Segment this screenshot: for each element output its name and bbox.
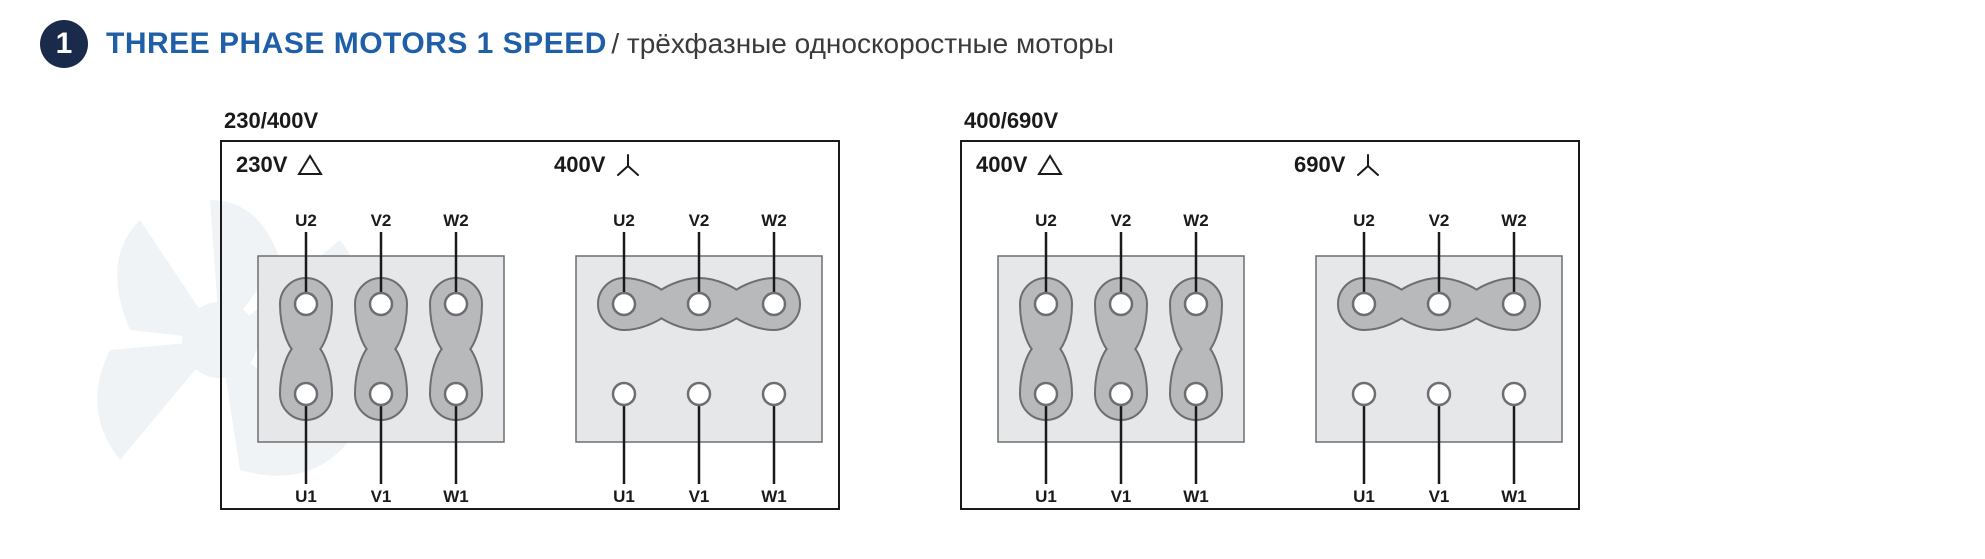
svg-text:U1: U1: [1353, 487, 1375, 506]
svg-text:U2: U2: [1035, 211, 1057, 230]
section-title-wrap: THREE PHASE MOTORS 1 SPEED / трёхфазные …: [106, 27, 1114, 61]
star-icon: [615, 153, 641, 177]
svg-text:V2: V2: [1111, 211, 1132, 230]
svg-text:V1: V1: [1111, 487, 1132, 506]
group-voltage-label: 400/690V: [964, 108, 1580, 134]
sub-header: 690V: [1294, 152, 1584, 178]
sub-header: 400V: [554, 152, 844, 178]
svg-text:V1: V1: [689, 487, 710, 506]
svg-text:V2: V2: [371, 211, 392, 230]
section-number-badge: 1: [40, 20, 88, 68]
sub-header: 230V: [236, 152, 526, 178]
svg-text:U2: U2: [1353, 211, 1375, 230]
sub-diagram-delta: 400V U2 U1 V2 V1 W2 W1: [962, 142, 1280, 508]
svg-text:U2: U2: [613, 211, 635, 230]
svg-text:W1: W1: [443, 487, 469, 506]
svg-text:V1: V1: [1429, 487, 1450, 506]
section-title-ru: трёхфазные односкоростные моторы: [627, 28, 1114, 59]
sub-voltage: 400V: [554, 152, 605, 178]
group-voltage-label: 230/400V: [224, 108, 840, 134]
sub-diagram-delta: 230V U2 U1 V2 V1 W2 W1: [222, 142, 540, 508]
svg-text:U1: U1: [295, 487, 317, 506]
star-icon: [1355, 153, 1381, 177]
section-title-sep: /: [611, 28, 627, 59]
diagram-box: 400V U2 U1 V2 V1 W2 W1 690V U2 U1 V2 V1 W2 W1: [960, 140, 1580, 510]
delta-icon: [297, 154, 323, 176]
svg-text:U1: U1: [613, 487, 635, 506]
svg-text:W2: W2: [1501, 211, 1527, 230]
terminal-diagram-delta: U2 U1 V2 V1 W2 W1: [976, 184, 1266, 508]
svg-text:U1: U1: [1035, 487, 1057, 506]
sub-voltage: 400V: [976, 152, 1027, 178]
section-header: 1 THREE PHASE MOTORS 1 SPEED / трёхфазны…: [40, 20, 1945, 68]
svg-text:W2: W2: [1183, 211, 1209, 230]
sub-header: 400V: [976, 152, 1266, 178]
svg-text:U2: U2: [295, 211, 317, 230]
sub-diagram-star: 400V U2 U1 V2 V1 W2 W1: [540, 142, 858, 508]
sub-voltage: 690V: [1294, 152, 1345, 178]
terminal-diagram-delta: U2 U1 V2 V1 W2 W1: [236, 184, 526, 508]
sub-diagram-star: 690V U2 U1 V2 V1 W2 W1: [1280, 142, 1598, 508]
diagram-groups: 230/400V 230V U2 U1 V2 V1 W2 W1 400V U2 U1 V2 V1…: [40, 108, 1945, 510]
delta-icon: [1037, 154, 1063, 176]
diagram-group: 230/400V 230V U2 U1 V2 V1 W2 W1 400V U2 U1 V2 V1…: [220, 108, 840, 510]
svg-text:V1: V1: [371, 487, 392, 506]
terminal-diagram-star: U2 U1 V2 V1 W2 W1: [1294, 184, 1584, 508]
section-number: 1: [56, 27, 73, 61]
svg-text:W1: W1: [761, 487, 787, 506]
svg-text:V2: V2: [1429, 211, 1450, 230]
diagram-box: 230V U2 U1 V2 V1 W2 W1 400V U2 U1 V2 V1 W2 W1: [220, 140, 840, 510]
sub-voltage: 230V: [236, 152, 287, 178]
svg-text:V2: V2: [689, 211, 710, 230]
svg-text:W2: W2: [443, 211, 469, 230]
terminal-diagram-star: U2 U1 V2 V1 W2 W1: [554, 184, 844, 508]
svg-text:W1: W1: [1501, 487, 1527, 506]
svg-text:W2: W2: [761, 211, 787, 230]
section-title-en: THREE PHASE MOTORS 1 SPEED: [106, 27, 607, 60]
svg-text:W1: W1: [1183, 487, 1209, 506]
diagram-group: 400/690V 400V U2 U1 V2 V1 W2 W1 690V U2 U1 V2 V1…: [960, 108, 1580, 510]
